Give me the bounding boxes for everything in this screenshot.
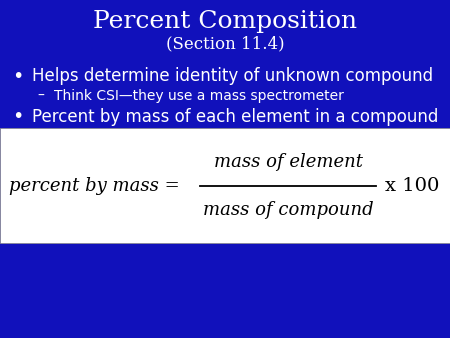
Text: (Section 11.4): (Section 11.4) bbox=[166, 35, 284, 52]
Text: Helps determine identity of unknown compound: Helps determine identity of unknown comp… bbox=[32, 67, 432, 85]
FancyBboxPatch shape bbox=[0, 128, 450, 243]
Text: x 100: x 100 bbox=[385, 177, 439, 195]
Text: Percent Composition: Percent Composition bbox=[93, 10, 357, 33]
Text: mass of compound: mass of compound bbox=[202, 201, 374, 219]
Text: percent by mass =: percent by mass = bbox=[9, 177, 180, 195]
Text: –: – bbox=[37, 89, 44, 103]
Text: mass of element: mass of element bbox=[213, 152, 363, 171]
Text: •: • bbox=[12, 107, 24, 126]
Text: Percent by mass of each element in a compound: Percent by mass of each element in a com… bbox=[32, 107, 438, 126]
Text: Think CSI—they use a mass spectrometer: Think CSI—they use a mass spectrometer bbox=[54, 89, 344, 103]
Text: •: • bbox=[12, 67, 24, 86]
